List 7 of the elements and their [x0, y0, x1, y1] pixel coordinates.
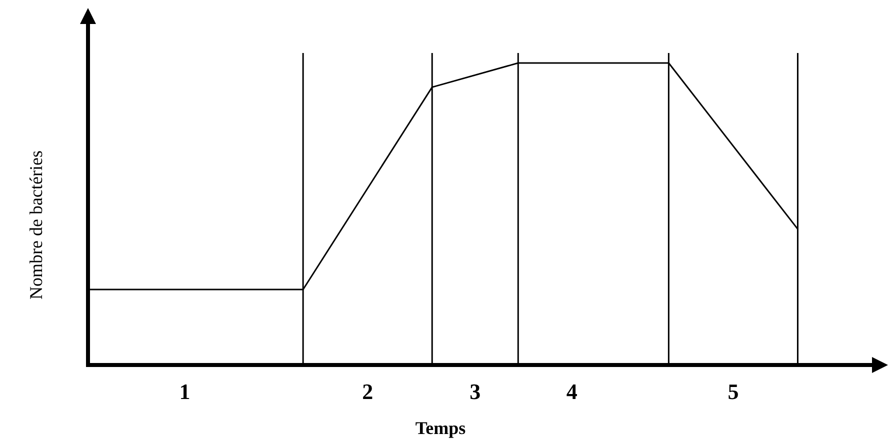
y-axis-title: Nombre de bactéries [26, 150, 46, 300]
x-tick-label: 5 [728, 379, 739, 404]
x-axis-title: Temps [415, 418, 466, 438]
x-tick-label: 2 [362, 379, 374, 404]
x-tick-label: 4 [566, 379, 578, 404]
x-tick-label: 1 [179, 379, 190, 404]
x-tick-label: 3 [470, 379, 481, 404]
